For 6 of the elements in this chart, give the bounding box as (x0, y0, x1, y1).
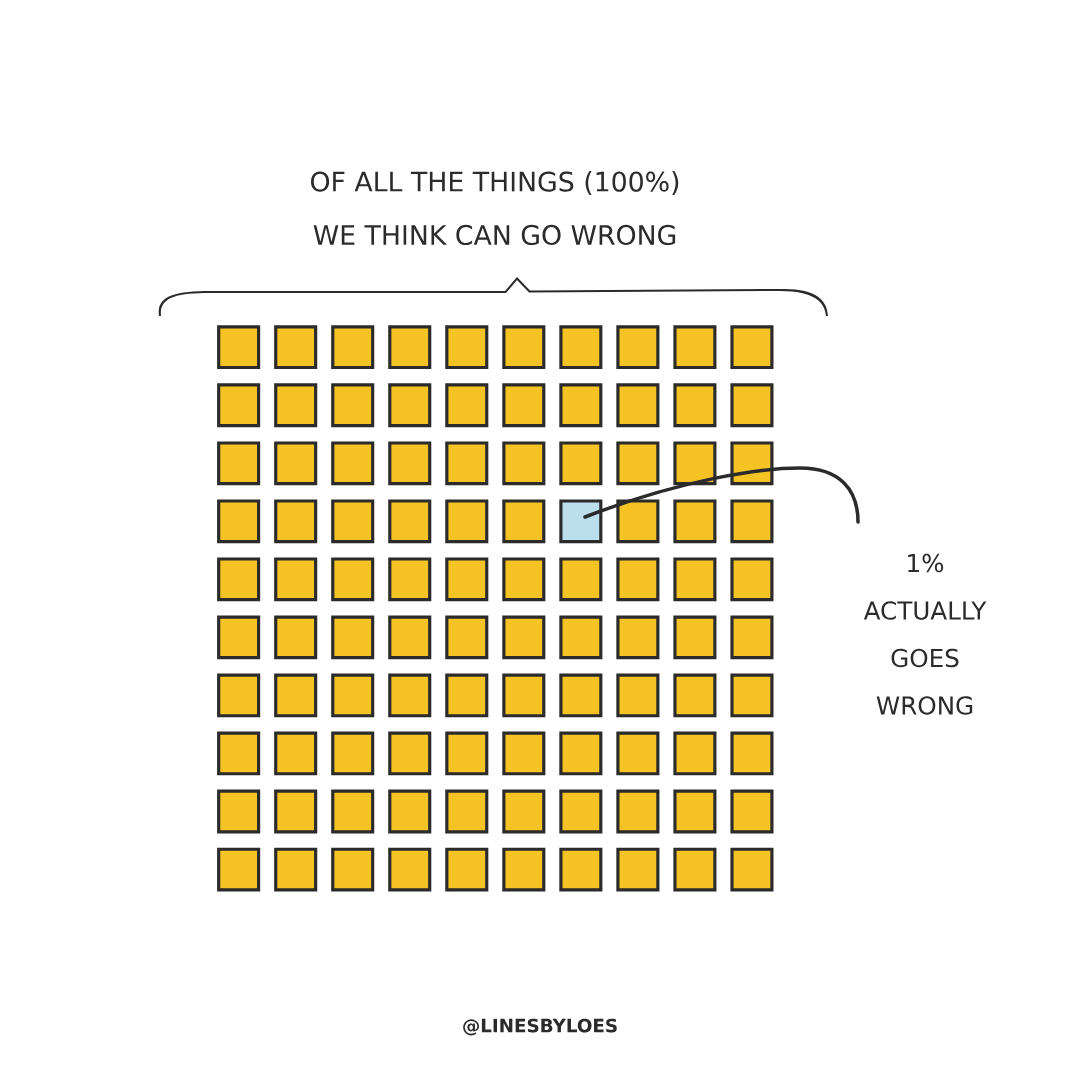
data-label: (100%) (585, 171, 679, 195)
text: @LINESBYLOES (463, 1018, 617, 1036)
text: ACTUALLY GOES WRONG (863, 601, 987, 715)
data-label: 1% (908, 553, 944, 573)
text: WE THINK CAN GO WRONG (313, 224, 676, 246)
text: OF ALL THE THINGS (311, 171, 574, 192)
